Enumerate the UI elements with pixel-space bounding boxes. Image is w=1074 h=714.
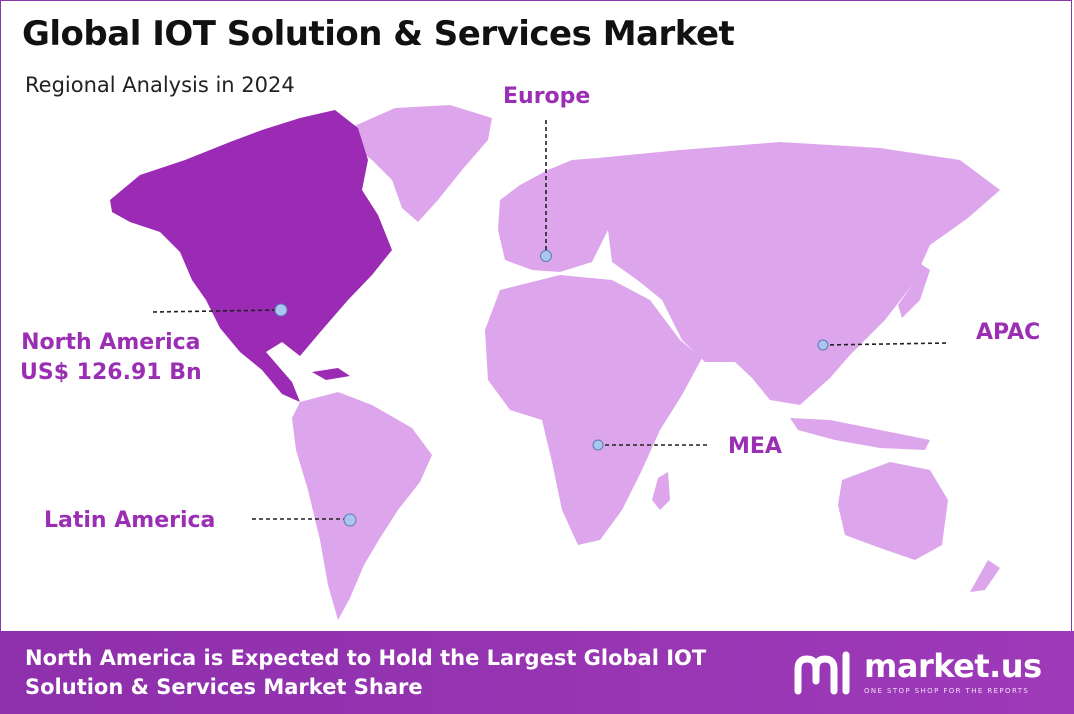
north-america-value: US$ 126.91 Bn [20,360,202,385]
north-america-name: North America [21,330,201,355]
brand-block: market.us ONE STOP SHOP FOR THE REPORTS [792,647,1042,701]
north-america-shape [110,110,392,402]
madagascar-shape [652,472,670,510]
british-isles-shape [504,205,528,240]
australia-shape [838,462,948,560]
mea-label: MEA [728,434,782,459]
caribbean-shape [312,368,350,380]
europe-marker [540,250,552,262]
latin-america-label: Latin America [44,508,216,533]
new-zealand-shape [970,560,1000,592]
brand-tagline: ONE STOP SHOP FOR THE REPORTS [864,687,1030,695]
south-america-shape [292,392,432,620]
north-america-connector [152,309,282,313]
asia-shape [598,142,1000,405]
mea-marker [592,439,604,451]
north-america-label: North America US$ 126.91 Bn [20,328,202,388]
page-subtitle: Regional Analysis in 2024 [25,73,295,97]
market-us-logo-icon [794,651,850,695]
footer-banner: North America is Expected to Hold the La… [0,631,1074,714]
africa-shape [485,275,702,545]
brand-name: market.us [864,647,1042,685]
apac-label: APAC [976,320,1041,345]
europe-shape [498,158,612,272]
greenland-shape [350,105,492,222]
footer-text: North America is Expected to Hold the La… [25,646,707,699]
apac-marker [817,339,829,351]
southeast-asia-islands-shape [790,418,930,450]
world-map [110,105,1000,620]
page-title: Global IOT Solution & Services Market [22,14,735,54]
europe-label: Europe [503,84,591,109]
japan-shape [898,262,930,318]
latin-america-marker [343,513,357,527]
north-america-marker [274,303,288,317]
